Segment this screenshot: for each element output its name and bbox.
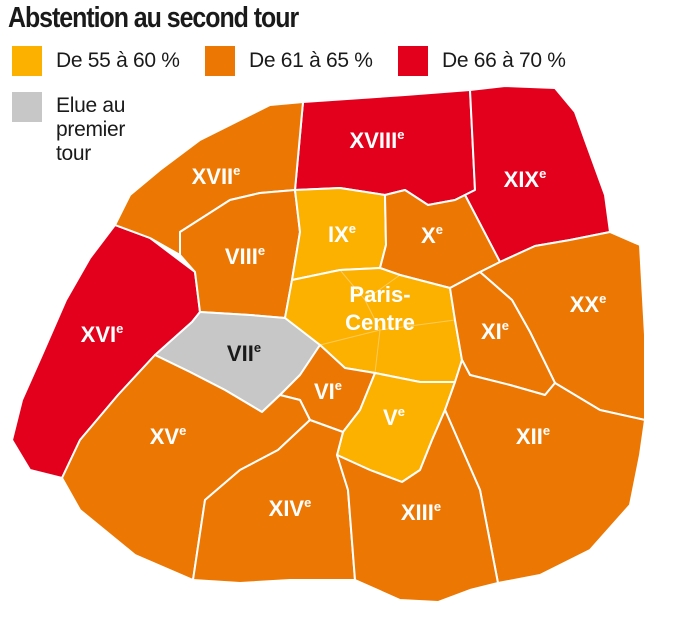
label-xv: XVe — [150, 423, 187, 449]
arrondissement-xiii — [336, 409, 499, 603]
legend-swatch-61-65 — [205, 46, 235, 76]
legend-label-55-60: De 55 à 60 % — [56, 49, 180, 72]
legend-item-61-65: De 61 à 65 % — [205, 46, 373, 76]
legend-item-66-70: De 66 à 70 % — [398, 46, 566, 76]
legend-label-61-65: De 61 à 65 % — [249, 49, 373, 72]
label-x: Xe — [421, 222, 443, 248]
legend-swatch-66-70 — [398, 46, 428, 76]
map-title: Abstention au second tour — [8, 2, 299, 34]
label-ix: IXe — [328, 221, 356, 247]
legend-swatch-55-60 — [12, 46, 42, 76]
legend-label-66-70: De 66 à 70 % — [442, 49, 566, 72]
label-v: Ve — [383, 404, 405, 430]
label-vii: VIIe — [227, 340, 261, 366]
label-vi: VIe — [314, 378, 342, 404]
label-xiii: XIIIe — [401, 499, 441, 525]
arrondissement-xiv — [192, 419, 356, 584]
label-xix: XIXe — [504, 166, 547, 192]
label-paris-centre: Paris-Centre — [345, 282, 415, 335]
label-xii: XIIe — [516, 423, 550, 449]
label-viii: VIIIe — [225, 243, 265, 269]
label-xi: XIe — [481, 318, 509, 344]
label-xx: XXe — [570, 291, 607, 317]
paris-centre-inner-boundaries — [319, 269, 456, 374]
legend-swatch-elue — [12, 92, 42, 122]
label-xvii: XVIIe — [192, 163, 241, 189]
legend-item-55-60: De 55 à 60 % — [12, 46, 180, 76]
legend-item-elue: Elue au premier tour — [12, 92, 146, 166]
legend-label-elue: Elue au premier tour — [56, 94, 126, 165]
label-xvi: XVIe — [81, 321, 124, 347]
label-xiv: XIVe — [269, 495, 312, 521]
label-xviii: XVIIIe — [350, 127, 405, 153]
